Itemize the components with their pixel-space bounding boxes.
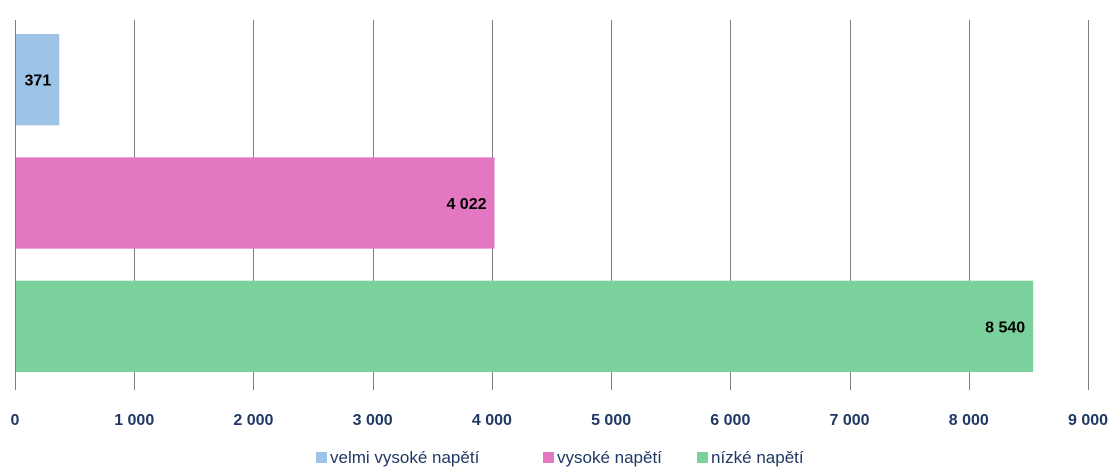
x-axis-tick-labels: 0 1 000 2 000 3 000 4 000 5 000 6 000 7 000 8 00… [11,412,1109,429]
bar-1 [16,34,60,126]
bar-2 [16,157,495,249]
legend: velmi vysoké napětí vysoké napětí nízké na… [316,448,804,467]
legend-swatch-1 [316,452,327,463]
x-tick-label: 7 000 [830,412,870,429]
x-tick-label: 6 000 [710,412,750,429]
legend-swatch-3 [697,452,708,463]
data-label-1: 371 [25,73,52,90]
x-tick-label: 8 000 [949,412,989,429]
x-tick-label: 1 000 [114,412,154,429]
x-tick-label: 5 000 [591,412,631,429]
bars: 371 4 022 8 540 [16,34,1034,372]
legend-label-1: velmi vysoké napětí [330,448,480,467]
legend-label-3: nízké napětí [711,448,804,467]
bar-3 [16,280,1034,372]
x-tick-label: 4 000 [472,412,512,429]
legend-swatch-2 [543,452,554,463]
x-tick-label: 9 000 [1068,412,1108,429]
data-label-2: 4 022 [446,196,486,213]
legend-label-2: vysoké napětí [557,448,662,467]
data-label-3: 8 540 [985,319,1025,336]
x-tick-label: 2 000 [233,412,273,429]
x-tick-label: 0 [11,412,20,429]
x-tick-label: 3 000 [353,412,393,429]
